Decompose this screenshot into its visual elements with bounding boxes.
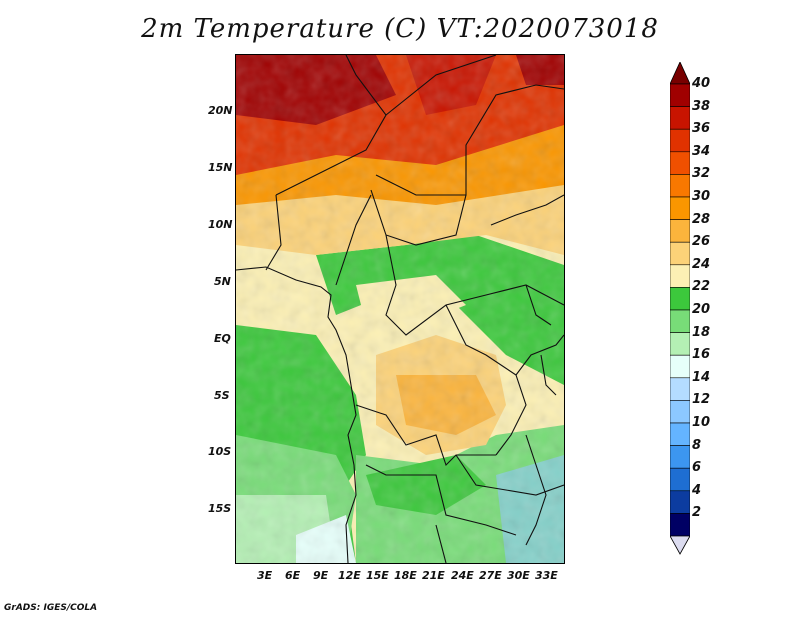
colorbar-segment — [670, 377, 690, 401]
colorbar-label: 18 — [692, 324, 711, 340]
lon-tick-label: 33E — [535, 569, 558, 582]
colorbar-label: 14 — [692, 369, 711, 385]
lat-tick-label: 15N — [208, 161, 233, 174]
lat-tick-label: 15S — [208, 502, 232, 515]
colorbar-segment — [670, 151, 690, 175]
lat-tick-label: EQ — [214, 332, 231, 345]
lon-tick-label: 12E — [338, 569, 361, 582]
chart-title: 2m Temperature (C) VT:2020073018 — [141, 14, 659, 44]
map-area — [235, 54, 565, 564]
coastline — [236, 266, 357, 563]
colorbar-label: 24 — [692, 256, 711, 272]
colorbar-top-cap — [670, 62, 690, 85]
colorbar-segment — [670, 219, 690, 243]
lon-tick-label: 24E — [451, 569, 474, 582]
colorbar — [670, 62, 690, 555]
lon-tick-label: 30E — [507, 569, 530, 582]
credit-text: GrADS: IGES/COLA — [4, 603, 98, 613]
colorbar-label: 6 — [692, 460, 702, 476]
lat-tick-label: 10N — [208, 218, 233, 231]
colorbar-segment — [670, 467, 690, 492]
colorbar-segment — [670, 354, 690, 379]
temperature-map — [236, 55, 564, 563]
colorbar-segment — [670, 490, 690, 514]
colorbar-segment — [670, 332, 690, 356]
colorbar-label: 8 — [692, 437, 702, 453]
colorbar-segment — [670, 128, 690, 153]
colorbar-segment — [670, 309, 690, 333]
colorbar-label: 16 — [692, 347, 711, 363]
lat-tick-label: 5N — [214, 275, 231, 288]
colorbar-segment — [670, 445, 690, 469]
lat-tick-label: 20N — [208, 104, 233, 117]
colorbar-segment — [670, 106, 690, 130]
colorbar-segment — [670, 241, 690, 266]
country-borders — [236, 55, 564, 563]
colorbar-label: 38 — [692, 98, 711, 114]
colorbar-segment — [670, 264, 690, 288]
field-texture — [236, 55, 564, 563]
lon-tick-label: 3E — [257, 569, 273, 582]
colorbar-segment — [670, 513, 690, 537]
colorbar-label: 36 — [692, 121, 711, 137]
lon-tick-label: 27E — [479, 569, 502, 582]
colorbar-label: 2 — [692, 505, 702, 521]
colorbar-segment — [670, 287, 690, 311]
colorbar-label: 22 — [692, 279, 711, 295]
colorbar-label: 30 — [692, 189, 711, 204]
lat-tick-label: 10S — [208, 445, 232, 458]
colorbar-segment — [670, 174, 690, 198]
colorbar-segment — [670, 83, 690, 107]
colorbar-label: 32 — [692, 166, 711, 182]
colorbar-segment — [670, 422, 690, 446]
colorbar-label: 34 — [692, 143, 711, 159]
colorbar-segment — [670, 400, 690, 424]
lon-tick-label: 15E — [366, 569, 389, 582]
colorbar-label: 20 — [692, 302, 711, 317]
lon-tick-label: 9E — [313, 569, 329, 582]
colorbar-label: 28 — [692, 211, 711, 227]
lon-tick-label: 18E — [394, 569, 417, 582]
colorbar-segment — [670, 196, 690, 220]
lat-tick-label: 5S — [214, 389, 230, 402]
lon-tick-label: 21E — [422, 569, 445, 582]
colorbar-label: 26 — [692, 234, 711, 250]
colorbar-bottom-cap — [670, 535, 690, 555]
lon-tick-label: 6E — [285, 569, 301, 582]
colorbar-label: 40 — [692, 76, 711, 91]
colorbar-label: 4 — [692, 482, 702, 498]
colorbar-label: 10 — [692, 415, 711, 430]
colorbar-label: 12 — [692, 392, 711, 408]
